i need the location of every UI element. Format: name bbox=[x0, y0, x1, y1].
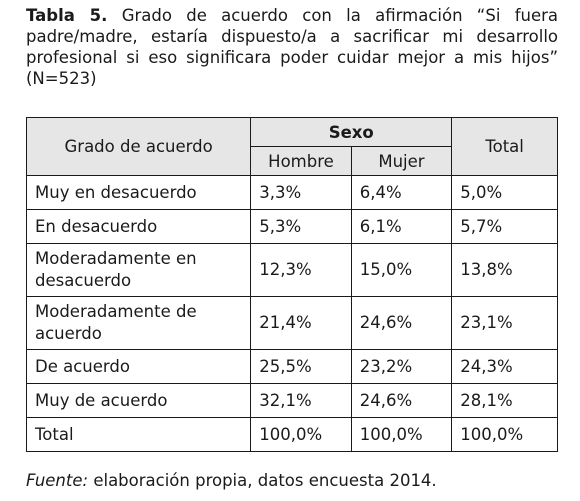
header-sexo: Sexo bbox=[250, 117, 453, 147]
table-row: En desacuerdo 5,3% 6,1% 5,7% bbox=[25, 209, 558, 244]
cell-mujer: 15,0% bbox=[350, 243, 453, 297]
header-hombre: Hombre bbox=[250, 146, 352, 176]
cell-total: 100,0% bbox=[451, 417, 558, 452]
header-mujer: Mujer bbox=[350, 146, 453, 176]
cell-total: 5,0% bbox=[451, 175, 558, 210]
cell-hombre: 21,4% bbox=[250, 296, 352, 350]
row-label: En desacuerdo bbox=[25, 209, 252, 244]
cell-mujer: 24,6% bbox=[350, 296, 453, 350]
header-total: Total bbox=[451, 117, 558, 176]
table-row: Moderadamente en desacuerdo 12,3% 15,0% … bbox=[25, 243, 558, 297]
source-text: elaboración propia, datos encuesta 2014. bbox=[93, 471, 437, 490]
row-label: Moderadamente de acuerdo bbox=[25, 296, 252, 350]
cell-hombre: 5,3% bbox=[250, 209, 352, 244]
cell-mujer: 23,2% bbox=[350, 349, 453, 384]
cell-mujer: 100,0% bbox=[350, 417, 453, 452]
source-note: Fuente: elaboración propia, datos encues… bbox=[26, 471, 437, 490]
cell-total: 13,8% bbox=[451, 243, 558, 297]
header-grado: Grado de acuerdo bbox=[25, 117, 252, 176]
row-label: Moderadamente en desacuerdo bbox=[25, 243, 252, 297]
table-row: De acuerdo 25,5% 23,2% 24,3% bbox=[25, 349, 558, 384]
table-caption: Tabla 5. Grado de acuerdo con la afirmac… bbox=[26, 5, 558, 89]
cell-hombre: 3,3% bbox=[250, 175, 352, 210]
cell-hombre: 12,3% bbox=[250, 243, 352, 297]
table-row: Moderadamente de acuerdo 21,4% 24,6% 23,… bbox=[25, 296, 558, 350]
row-label: Muy en desacuerdo bbox=[25, 175, 252, 210]
cell-total: 23,1% bbox=[451, 296, 558, 350]
cell-total: 24,3% bbox=[451, 349, 558, 384]
agreement-table: Grado de acuerdo Sexo Total Hombre Mujer… bbox=[25, 117, 558, 452]
table-number: Tabla 5. bbox=[26, 6, 108, 25]
table-row: Muy de acuerdo 32,1% 24,6% 28,1% bbox=[25, 383, 558, 418]
cell-hombre: 32,1% bbox=[250, 383, 352, 418]
source-label: Fuente: bbox=[26, 471, 89, 490]
row-label: De acuerdo bbox=[25, 349, 252, 384]
row-label: Muy de acuerdo bbox=[25, 383, 252, 418]
cell-mujer: 24,6% bbox=[350, 383, 453, 418]
cell-mujer: 6,4% bbox=[350, 175, 453, 210]
table-row: Muy en desacuerdo 3,3% 6,4% 5,0% bbox=[25, 175, 558, 210]
cell-hombre: 25,5% bbox=[250, 349, 352, 384]
row-label: Total bbox=[25, 417, 252, 452]
cell-hombre: 100,0% bbox=[250, 417, 352, 452]
cell-mujer: 6,1% bbox=[350, 209, 453, 244]
table-title: Grado de acuerdo con la afirmación “Si f… bbox=[26, 6, 559, 88]
cell-total: 5,7% bbox=[451, 209, 558, 244]
cell-total: 28,1% bbox=[451, 383, 558, 418]
table-row-total: Total 100,0% 100,0% 100,0% bbox=[25, 417, 558, 452]
